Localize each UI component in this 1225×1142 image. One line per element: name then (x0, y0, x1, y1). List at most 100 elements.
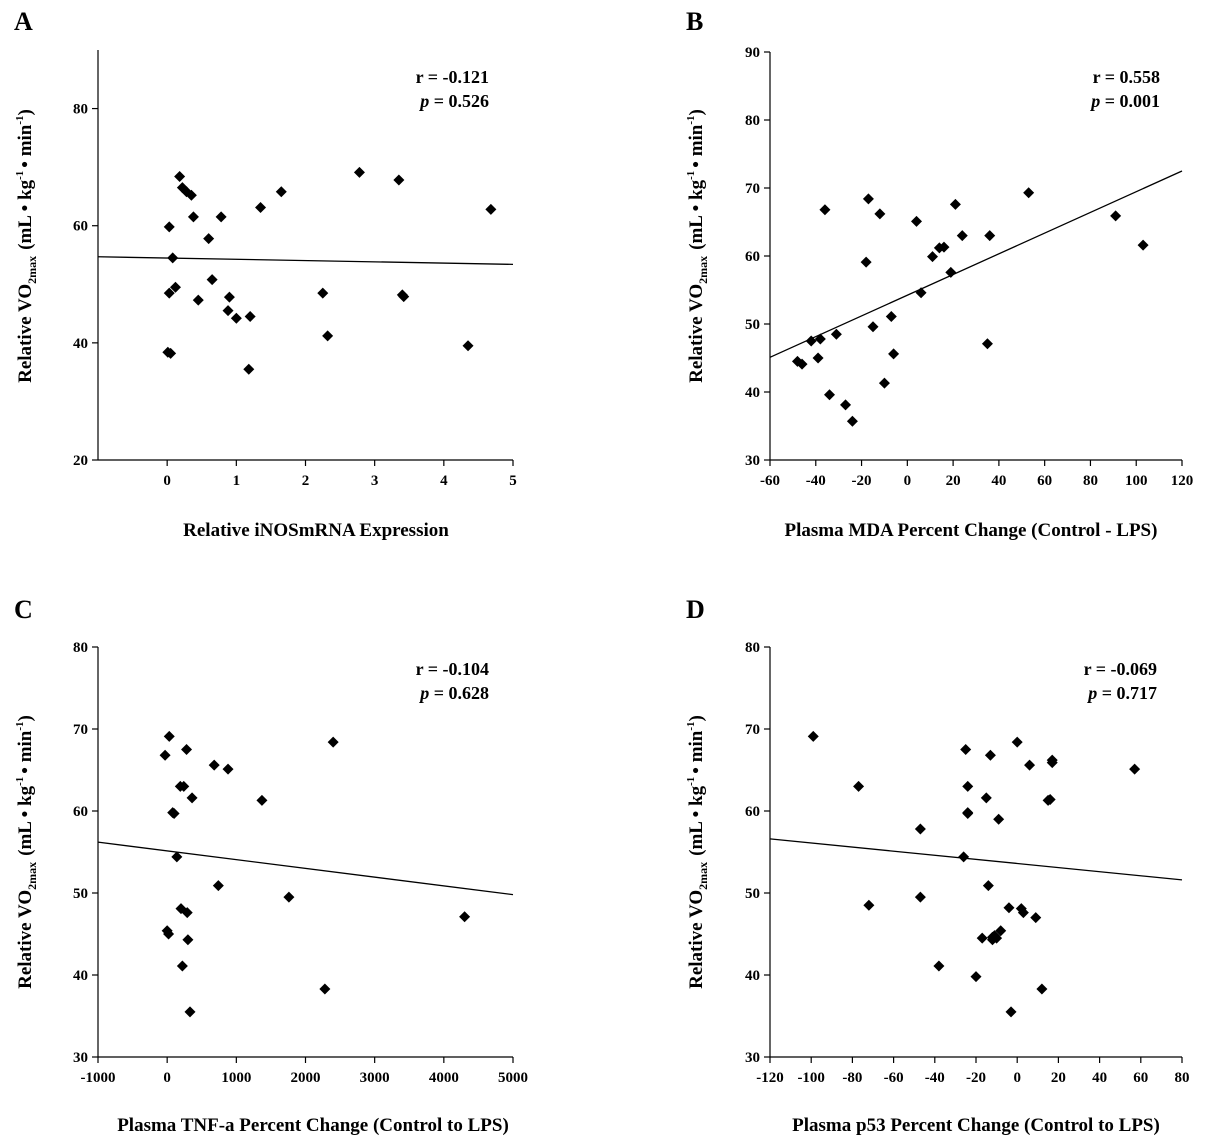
data-point-a (255, 202, 267, 214)
data-point-a (243, 363, 255, 375)
data-point-d (962, 807, 974, 819)
data-point-a (203, 233, 215, 245)
x-tick-label-d: 20 (1051, 1070, 1066, 1086)
data-point-c (181, 907, 193, 919)
data-point-d (1030, 912, 1042, 924)
x-axis-label-d: Plasma p53 Percent Change (Control to LP… (792, 1115, 1160, 1136)
data-point-d (1024, 759, 1036, 771)
data-point-b (878, 377, 890, 389)
x-tick-label-d: 80 (1175, 1070, 1190, 1086)
data-point-d (1017, 907, 1029, 919)
data-point-a (169, 281, 181, 293)
y-tick-label-d: 50 (745, 886, 760, 902)
y-tick-label-b: 40 (745, 385, 760, 401)
data-point-d (970, 971, 982, 983)
data-point-c (178, 780, 190, 792)
data-point-a (174, 171, 186, 183)
data-point-c (283, 891, 295, 903)
data-point-d (984, 749, 996, 761)
stat-p-symbol-d: p (1086, 683, 1097, 703)
stat-p-value-a: = 0.526 (429, 91, 489, 111)
x-tick-label-b: -40 (806, 473, 826, 489)
data-point-d (976, 932, 988, 944)
plot-area-a: 20 40 60 80 0 1 2 3 4 5 (73, 50, 517, 489)
data-point-a (322, 330, 334, 342)
data-point-a (398, 291, 410, 303)
x-tick-label-c: 1000 (221, 1070, 251, 1086)
data-point-d (1044, 794, 1056, 806)
data-point-d (807, 730, 819, 742)
stat-p-a: p = 0.526 (418, 91, 489, 111)
data-point-a (353, 166, 365, 178)
data-point-d (853, 780, 865, 792)
data-point-a (462, 340, 474, 352)
x-tick-label-b: 0 (904, 473, 912, 489)
data-point-d (995, 925, 1007, 937)
data-point-c (182, 934, 194, 946)
data-point-d (1129, 763, 1141, 775)
panel-letter-a: A (14, 7, 33, 36)
data-point-a (165, 347, 177, 359)
data-point-d (980, 792, 992, 804)
data-point-d (962, 780, 974, 792)
y-tick-label-b: 50 (745, 317, 760, 333)
data-point-d (914, 891, 926, 903)
data-point-a (163, 221, 175, 233)
data-point-b (819, 204, 831, 216)
y-tick-label-b: 30 (745, 453, 760, 469)
x-tick-label-d: 40 (1092, 1070, 1107, 1086)
y-tick-label-d: 80 (745, 640, 760, 656)
x-tick-label-d: -120 (756, 1070, 784, 1086)
data-point-a (275, 186, 287, 198)
data-point-c (171, 851, 183, 863)
data-point-a (163, 287, 175, 299)
y-tick-label-b: 70 (745, 181, 760, 197)
data-point-b (984, 230, 996, 242)
plot-area-b: 30 40 50 60 70 80 90 -60 -40 -20 0 20 40 60 80 100 120 (745, 45, 1193, 489)
data-point-a (185, 189, 197, 201)
data-point-c (256, 794, 268, 806)
x-tick-label-a: 3 (371, 473, 379, 489)
y-tick-label-d: 30 (745, 1050, 760, 1066)
stat-r-c: r = -0.104 (416, 659, 489, 679)
x-tick-label-c: 5000 (498, 1070, 528, 1086)
data-point-d (1003, 902, 1015, 914)
plot-area-d: 30 40 50 60 70 80 -120 -100 -80 -60 -40 -20 0 20 40 60 8… (745, 640, 1190, 1086)
y-tick-label-c: 40 (73, 968, 88, 984)
y-tick-label-b: 60 (745, 249, 760, 265)
y-tick-label-d: 60 (745, 804, 760, 820)
x-tick-label-c: 0 (163, 1070, 171, 1086)
data-point-b (888, 348, 900, 360)
stat-p-b: p = 0.001 (1089, 91, 1160, 111)
trend-line-d (769, 838, 1183, 881)
data-point-b (949, 198, 961, 210)
x-tick-label-c: -1000 (81, 1070, 116, 1086)
stat-r-d: r = -0.069 (1084, 659, 1157, 679)
x-tick-label-d: 0 (1013, 1070, 1021, 1086)
data-point-b (830, 328, 842, 340)
data-point-c (184, 1006, 196, 1018)
stat-r-a: r = -0.121 (416, 67, 489, 87)
x-tick-label-b: -20 (852, 473, 872, 489)
panel-letter-d: D (686, 595, 705, 624)
y-tick-label-c: 30 (73, 1050, 88, 1066)
data-point-b (812, 352, 824, 364)
x-axis-label-b: Plasma MDA Percent Change (Control - LPS… (785, 520, 1158, 541)
data-point-d (960, 744, 972, 755)
x-axis-label-c: Plasma TNF-a Percent Change (Control to … (117, 1115, 509, 1136)
data-point-d (991, 932, 1003, 944)
data-point-c (181, 744, 193, 755)
data-point-d (914, 823, 926, 835)
data-point-b (938, 241, 950, 253)
data-point-d (958, 851, 970, 863)
y-axis-label-b: Relative VO2max(mL • kg-1• min-1) (685, 109, 710, 383)
data-point-b (867, 321, 879, 333)
y-axis-label-a: Relative VO2max(mL • kg-1• min-1) (14, 109, 39, 383)
data-point-b (814, 333, 826, 345)
stat-p-d: p = 0.717 (1086, 683, 1157, 703)
y-tick-label-a: 60 (73, 219, 88, 235)
data-point-b (862, 193, 874, 205)
data-point-c (212, 880, 224, 892)
y-tick-label-a: 40 (73, 336, 88, 352)
y-tick-label-a: 20 (73, 453, 88, 469)
